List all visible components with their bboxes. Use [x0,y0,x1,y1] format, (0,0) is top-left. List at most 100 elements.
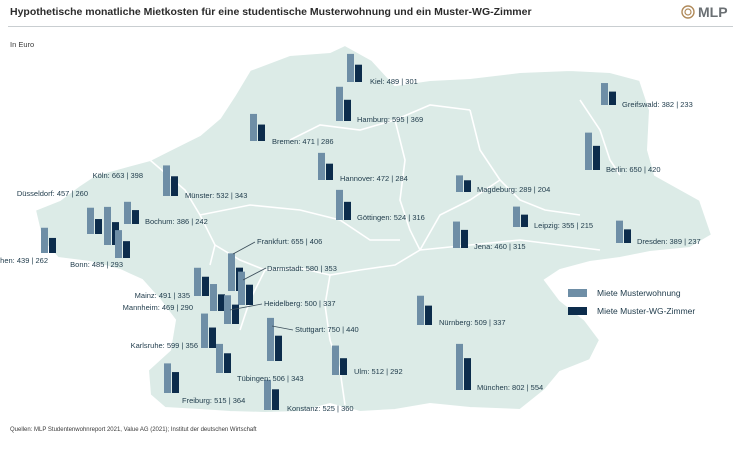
bar-apartment [250,113,257,141]
bar-apartment [238,271,245,305]
city-bars-magdeburg [456,175,471,192]
city-bars-münchen [456,343,471,390]
bar-apartment [453,221,460,248]
city-label-düsseldorf: Düsseldorf: 457 | 260 [17,189,88,198]
bar-apartment [224,295,231,324]
city-bars-bochum [124,201,139,224]
city-label-nürnberg: Nürnberg: 509 | 337 [439,318,506,327]
chart-title: Hypothetische monatliche Mietkosten für … [10,6,532,18]
city-label-stuttgart: Stuttgart: 750 | 440 [295,325,359,334]
city-bars-dresden [616,220,631,243]
bar-room [272,389,279,410]
bar-apartment [264,379,271,410]
bar-room [624,229,631,243]
bar-room [49,237,56,253]
bar-apartment [513,206,520,227]
bar-room [172,372,179,393]
chart-legend: Miete Musterwohnung Miete Muster-WG-Zimm… [568,288,695,316]
city-bars-stuttgart [267,317,282,361]
legend-swatch-apartment [568,289,587,297]
city-bars-mainz [194,267,209,296]
bar-apartment [164,363,171,393]
city-label-berlin: Berlin: 650 | 420 [606,165,661,174]
city-label-konstanz: Konstanz: 525 | 360 [287,404,354,413]
bar-room [246,284,253,305]
city-bars-karlsruhe [201,313,216,348]
bars-layer [41,53,631,410]
bar-apartment [616,220,623,243]
bar-room [464,180,471,192]
legend-label-room: Miete Muster-WG-Zimmer [597,306,695,316]
city-bars-aachen [41,227,56,253]
bar-room [461,229,468,248]
city-bars-hamburg [336,86,351,121]
bar-apartment [210,284,217,311]
mlp-logo: MLP [681,4,728,20]
city-label-mainz: Mainz: 491 | 335 [135,291,190,300]
city-label-köln: Köln: 663 | 398 [93,171,143,180]
bar-room [132,210,139,224]
city-bars-darmstadt [238,271,253,305]
bar-room [344,201,351,220]
city-bars-berlin [585,132,600,170]
bar-room [202,276,209,296]
bar-apartment [104,206,111,245]
bar-apartment [124,201,131,224]
bar-apartment [201,313,208,348]
bar-room [209,327,216,348]
city-bars-freiburg [164,363,179,393]
bar-apartment [585,132,592,170]
bar-apartment [194,267,201,296]
leader-line [242,267,267,281]
city-label-dresden: Dresden: 389 | 237 [637,237,701,246]
city-label-greifswald: Greifswald: 382 | 233 [622,100,693,109]
bar-room [344,99,351,121]
bar-room [464,358,471,390]
bar-apartment [336,189,343,220]
bar-room [224,353,231,373]
bar-room [95,219,102,234]
bar-apartment [318,152,325,180]
city-bars-kiel [347,53,362,82]
unit-label: In Euro [10,40,35,49]
city-label-jena: Jena: 460 | 315 [474,242,526,251]
city-label-bonn: Bonn: 485 | 293 [70,260,123,269]
bar-room [171,176,178,196]
city-bars-göttingen [336,189,351,220]
bar-room [521,214,528,227]
city-bars-tübingen [216,343,231,373]
leader-line [229,303,263,311]
bar-room [218,294,225,311]
bar-room [593,145,600,170]
bar-room [355,64,362,82]
leader-line [271,325,294,331]
city-label-münster: Münster: 532 | 343 [185,191,247,200]
city-bars-ulm [332,345,347,375]
bar-apartment [228,253,235,291]
city-bars-düsseldorf [87,207,102,234]
city-label-leipzig: Leipzig: 355 | 215 [534,221,593,230]
bar-apartment [601,83,608,105]
city-bars-bonn [115,230,130,258]
city-label-hamburg: Hamburg: 595 | 369 [357,115,423,124]
bar-apartment [417,295,424,325]
bar-room [340,358,347,375]
city-bars-heidelberg [224,295,239,324]
city-bars-konstanz [264,379,279,410]
bar-apartment [347,53,354,82]
city-label-kiel: Kiel: 489 | 301 [370,77,418,86]
bar-apartment [267,317,274,361]
city-label-ulm: Ulm: 512 | 292 [354,367,403,376]
city-label-freiburg: Freiburg: 515 | 364 [182,396,245,405]
bar-room [258,124,265,141]
bar-apartment [41,227,48,253]
city-bars-nürnberg [417,295,432,325]
city-label-frankfurt: Frankfurt: 655 | 406 [257,237,322,246]
legend-label-apartment: Miete Musterwohnung [597,288,681,298]
city-label-karlsruhe: Karlsruhe: 599 | 356 [131,341,198,350]
bar-apartment [456,175,463,192]
city-label-bochum: Bochum: 386 | 242 [145,217,208,226]
labels-layer: Kiel: 489 | 301 Greifswald: 382 | 233 Hamb… [0,77,701,413]
bar-apartment [332,345,339,375]
bar-room [425,305,432,325]
